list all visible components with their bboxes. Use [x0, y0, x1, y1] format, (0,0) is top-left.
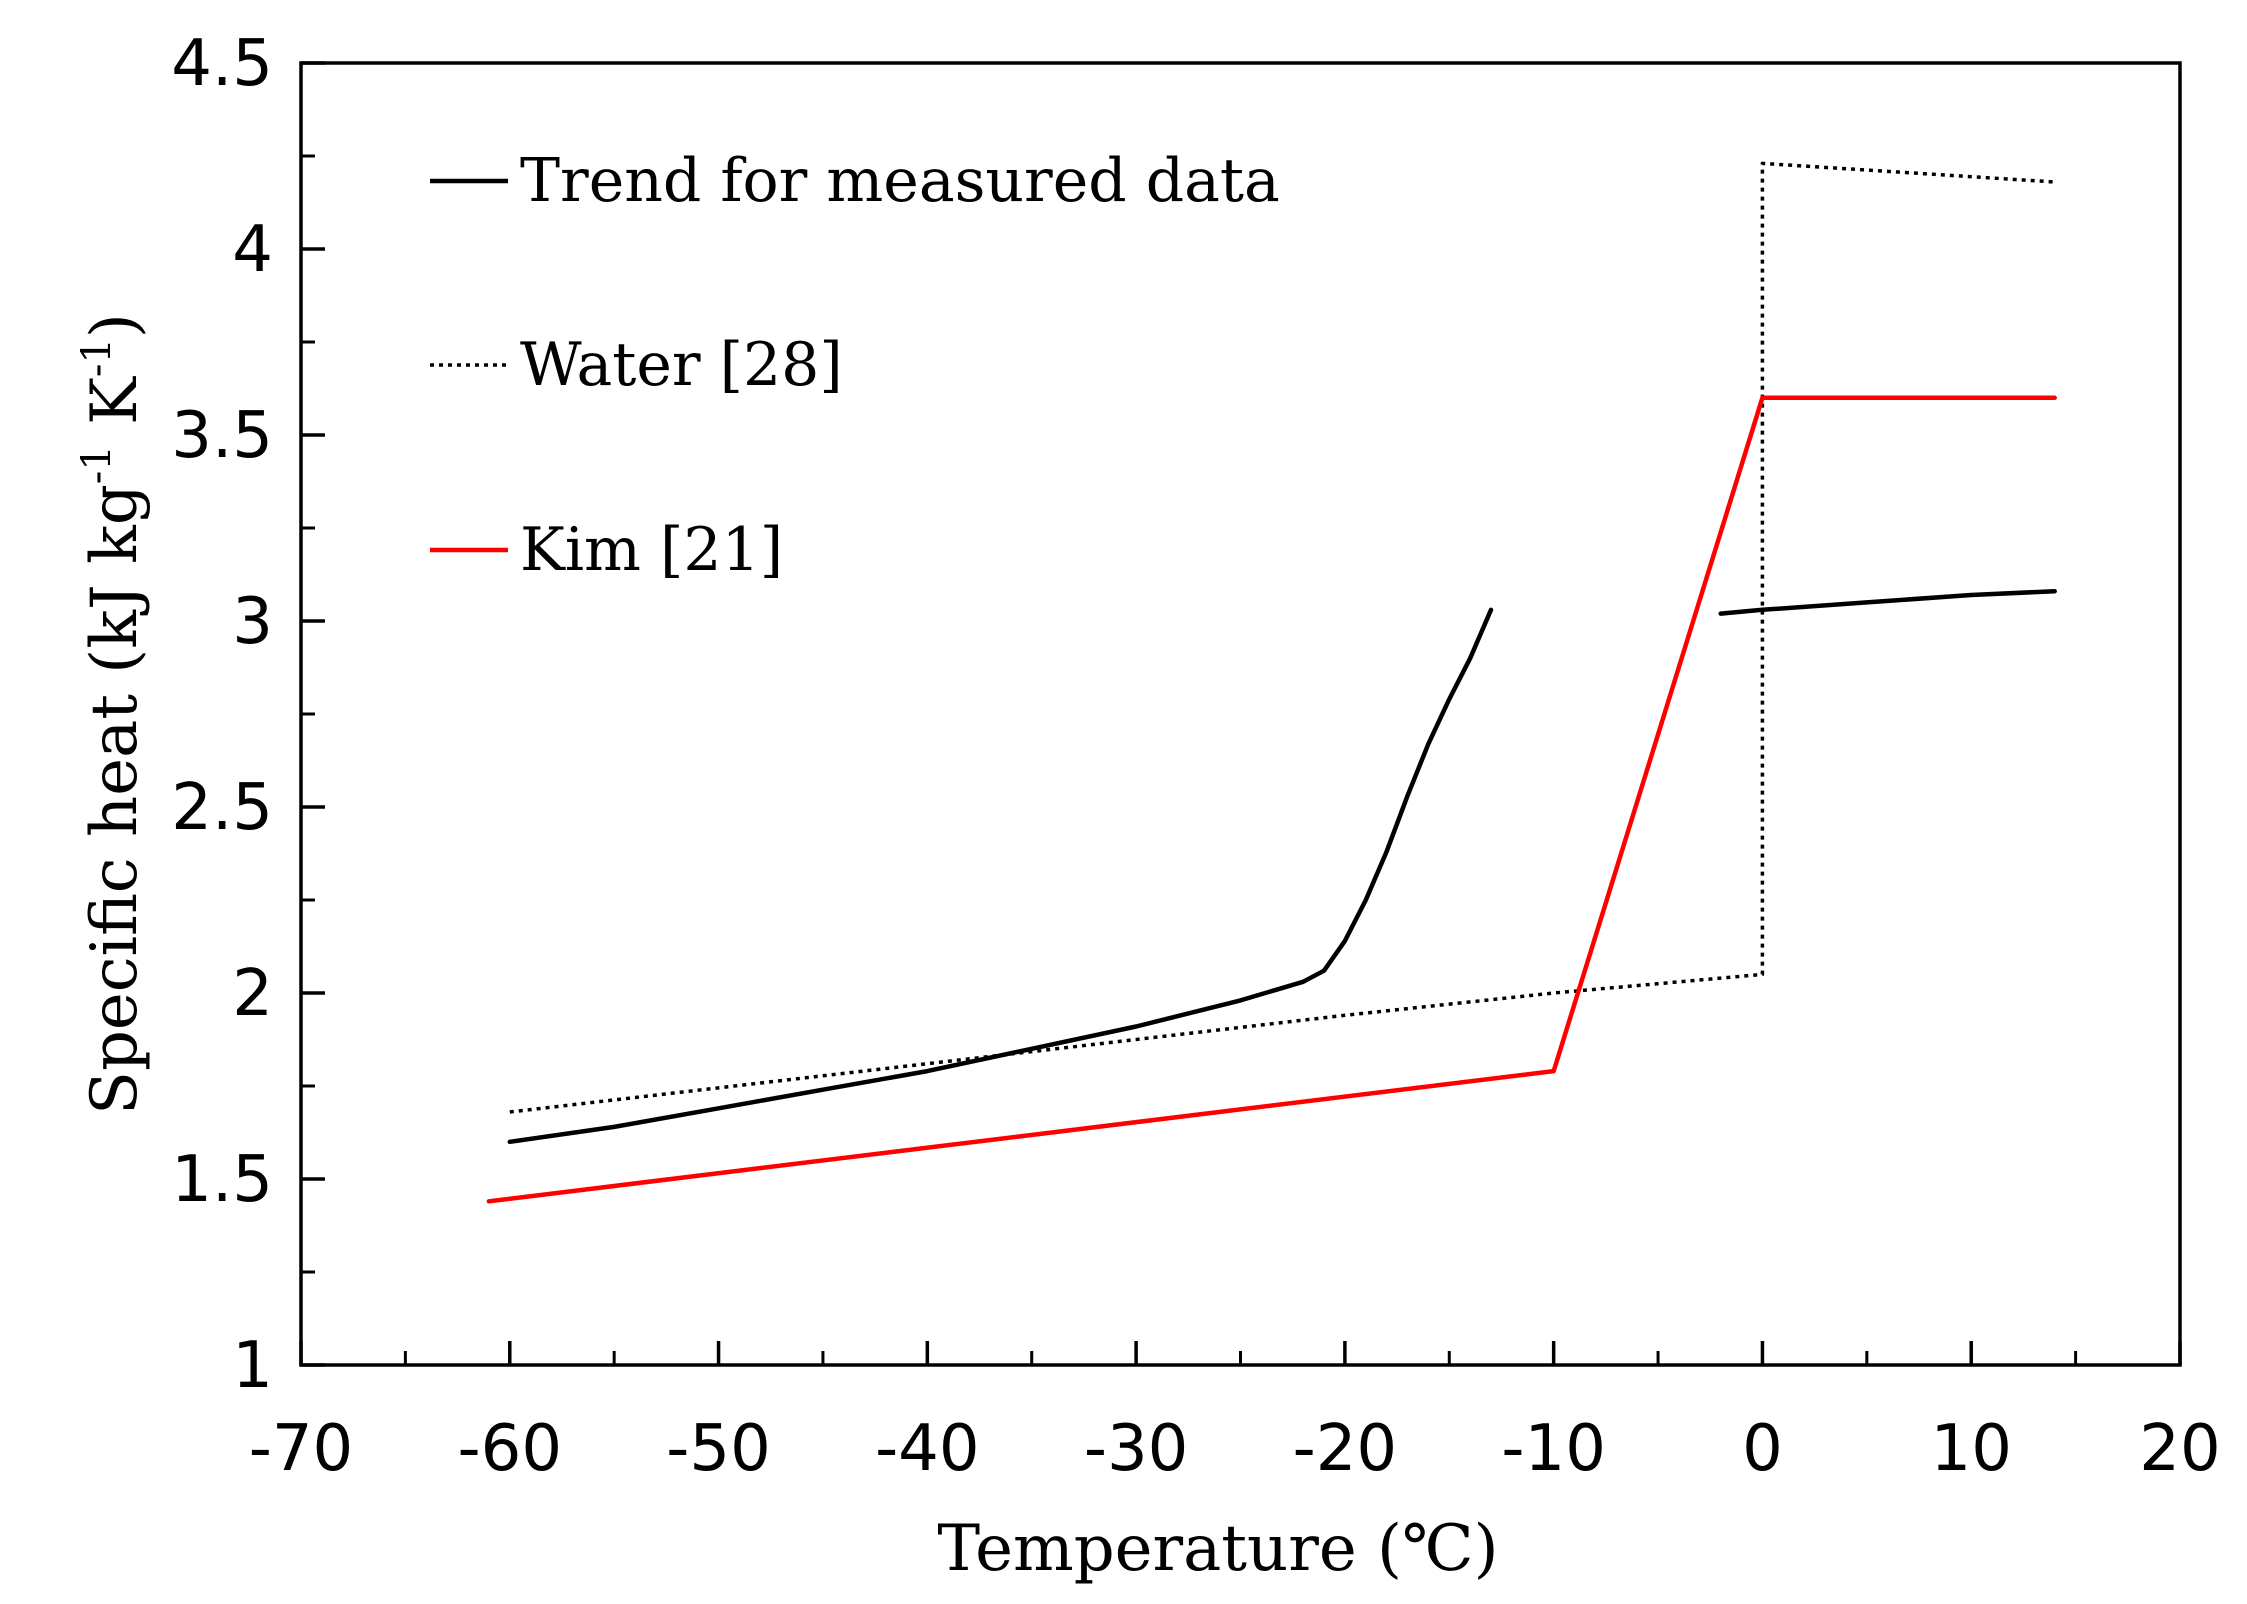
x-tick-label: 10 [1931, 1412, 2012, 1486]
x-tick-label: 0 [1742, 1412, 1783, 1486]
y-axis-title-sup1: -1 [74, 445, 120, 484]
y-tick-label: 3 [232, 585, 273, 659]
y-tick-label: 4.5 [171, 27, 273, 101]
kim-21-line [486, 395, 2057, 1204]
plot-frame [299, 61, 2182, 1367]
y-tick-label: 1.5 [171, 1143, 273, 1217]
plot-marks [486, 161, 2057, 1204]
x-tick-label: -30 [1084, 1412, 1189, 1486]
x-axis-title: Temperature (℃) [937, 1512, 1498, 1586]
y-tick-label: 2 [232, 957, 273, 1031]
legend: Trend for measured data Water [28] Kim [21… [430, 146, 1280, 585]
x-tick-label: -70 [249, 1412, 354, 1486]
trend-for-measured-data-line [1718, 588, 2057, 616]
y-axis: 1 1.5 2 2.5 3 3.5 4 4.5 [171, 27, 325, 1403]
x-tick-label: 20 [2139, 1412, 2220, 1486]
x-tick-label: -10 [1501, 1412, 1606, 1486]
x-tick-label: -40 [875, 1412, 980, 1486]
x-tick-label: -50 [666, 1412, 771, 1486]
water-28-line [509, 161, 2055, 1114]
y-tick-label: 1 [232, 1329, 273, 1403]
x-tick-label: -20 [1293, 1412, 1398, 1486]
y-tick-label: 4 [232, 213, 273, 287]
y-axis-title-sup2: -1 [74, 338, 120, 377]
x-axis: -70 -60 -50 -40 -30 -20 -10 0 10 20 [249, 1341, 2221, 1486]
legend-label-trend-for-measured-data: Trend for measured data [520, 146, 1280, 216]
y-axis-title-mid: K [78, 376, 152, 445]
y-tick-label: 3.5 [171, 399, 273, 473]
y-axis-title-main: Specific heat (kJ kg [78, 484, 152, 1115]
trend-for-measured-data-line [507, 607, 1494, 1145]
x-tick-label: -60 [458, 1412, 563, 1486]
y-tick-label: 2.5 [171, 771, 273, 845]
y-axis-title: Specific heat (kJ kg-1 K-1) [74, 313, 152, 1115]
y-axis-title-end: ) [78, 313, 152, 338]
legend-label-kim-21: Kim [21] [520, 515, 783, 585]
legend-label-water-28: Water [28] [520, 330, 843, 400]
